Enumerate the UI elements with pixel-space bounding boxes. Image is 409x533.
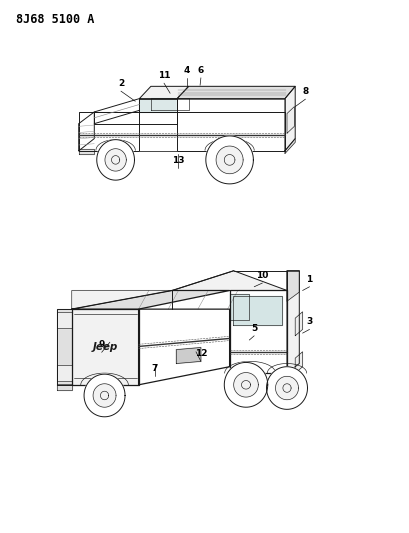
Polygon shape	[177, 99, 284, 112]
Text: 4: 4	[183, 66, 189, 75]
Polygon shape	[176, 348, 200, 364]
Polygon shape	[79, 112, 94, 151]
Polygon shape	[284, 86, 294, 151]
Polygon shape	[286, 107, 294, 133]
Polygon shape	[72, 290, 229, 309]
Polygon shape	[229, 294, 249, 320]
Polygon shape	[224, 362, 267, 407]
Text: 8J68 5100 A: 8J68 5100 A	[16, 13, 94, 26]
Text: 6: 6	[197, 66, 204, 75]
Polygon shape	[286, 271, 299, 301]
Text: 8: 8	[301, 87, 308, 96]
Polygon shape	[232, 296, 281, 325]
Polygon shape	[139, 86, 188, 99]
Polygon shape	[79, 112, 284, 151]
Polygon shape	[111, 156, 119, 164]
Polygon shape	[284, 139, 294, 154]
Polygon shape	[79, 149, 94, 154]
Polygon shape	[100, 391, 108, 400]
Text: Jeep: Jeep	[92, 342, 117, 352]
Text: 10: 10	[256, 271, 268, 280]
Text: 1: 1	[306, 274, 312, 284]
Polygon shape	[93, 384, 116, 407]
Text: 12: 12	[194, 349, 207, 358]
Polygon shape	[224, 155, 234, 165]
Text: 13: 13	[172, 156, 184, 165]
Text: 9: 9	[98, 340, 105, 349]
Polygon shape	[266, 367, 307, 409]
Polygon shape	[72, 309, 138, 385]
Text: 5: 5	[250, 324, 257, 333]
Polygon shape	[94, 112, 177, 124]
Polygon shape	[72, 290, 172, 309]
Polygon shape	[139, 99, 177, 112]
Text: 2: 2	[117, 79, 124, 88]
Polygon shape	[138, 309, 229, 385]
Polygon shape	[216, 146, 243, 174]
Polygon shape	[294, 352, 302, 373]
Polygon shape	[275, 376, 298, 400]
Polygon shape	[282, 384, 290, 392]
Polygon shape	[241, 381, 250, 389]
Text: 7: 7	[151, 364, 158, 373]
Polygon shape	[172, 271, 286, 290]
Polygon shape	[286, 271, 299, 373]
Text: 3: 3	[306, 317, 312, 326]
Polygon shape	[205, 136, 253, 184]
Polygon shape	[84, 374, 125, 417]
Polygon shape	[177, 86, 294, 99]
Text: 11: 11	[157, 71, 170, 80]
Polygon shape	[57, 384, 72, 390]
Polygon shape	[57, 309, 72, 385]
Polygon shape	[233, 373, 258, 397]
Polygon shape	[139, 99, 177, 112]
Polygon shape	[229, 290, 286, 373]
Polygon shape	[105, 149, 126, 171]
Polygon shape	[294, 312, 302, 336]
Polygon shape	[151, 98, 188, 110]
Polygon shape	[57, 312, 72, 328]
Polygon shape	[97, 140, 134, 180]
Polygon shape	[57, 365, 72, 381]
